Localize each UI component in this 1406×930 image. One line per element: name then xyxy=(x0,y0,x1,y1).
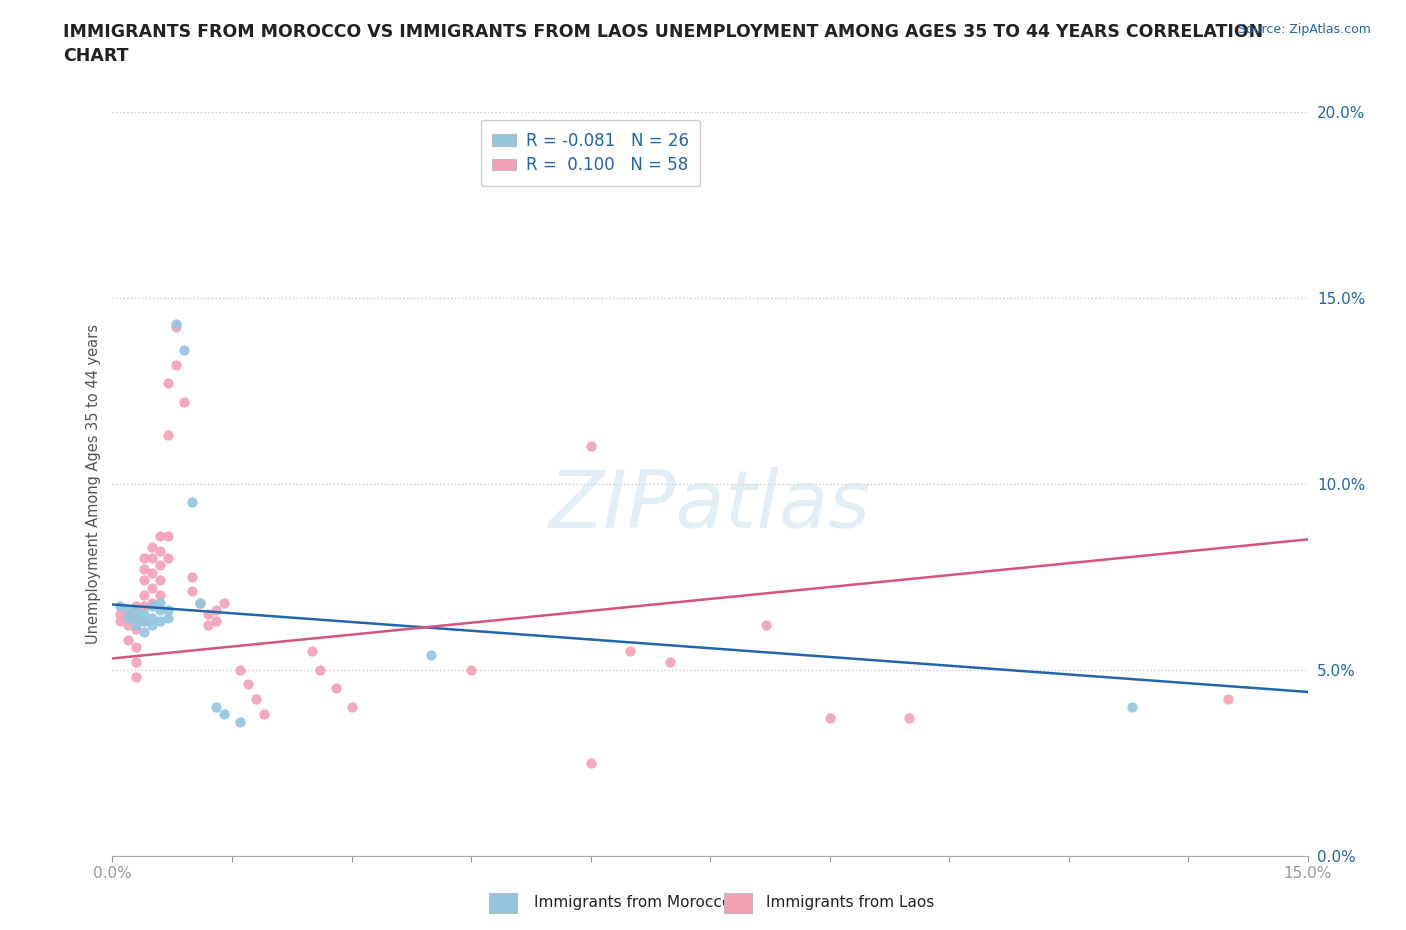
Point xyxy=(157,603,180,618)
Point xyxy=(134,606,156,621)
Point xyxy=(236,677,259,692)
Point xyxy=(141,539,163,554)
Point xyxy=(125,621,148,636)
Point xyxy=(579,755,602,770)
Point xyxy=(149,528,172,543)
Point xyxy=(125,610,148,625)
Point xyxy=(755,618,778,632)
Point xyxy=(619,644,641,658)
Point xyxy=(157,376,180,391)
Point xyxy=(308,662,330,677)
Point xyxy=(197,618,219,632)
Legend: R = -0.081   N = 26, R =  0.100   N = 58: R = -0.081 N = 26, R = 0.100 N = 58 xyxy=(481,120,700,186)
Point xyxy=(212,595,235,610)
Point xyxy=(340,699,363,714)
Point xyxy=(149,588,172,603)
Point xyxy=(125,670,148,684)
Point xyxy=(181,495,204,510)
Point xyxy=(110,606,132,621)
Point xyxy=(659,655,682,670)
Point xyxy=(125,655,148,670)
Point xyxy=(181,584,204,599)
Point xyxy=(125,640,148,655)
Point xyxy=(579,439,602,454)
Point xyxy=(301,644,323,658)
Point xyxy=(253,707,276,722)
Point xyxy=(141,599,163,614)
Point xyxy=(141,595,163,610)
Point xyxy=(205,614,228,629)
Point xyxy=(157,428,180,443)
Point xyxy=(157,610,180,625)
Point xyxy=(165,320,187,335)
Point xyxy=(205,699,228,714)
Point xyxy=(165,316,187,331)
Point xyxy=(1216,692,1239,707)
Point xyxy=(325,681,347,696)
Point xyxy=(117,610,139,625)
Point xyxy=(125,603,148,618)
Point xyxy=(420,647,443,662)
Point xyxy=(149,543,172,558)
Point xyxy=(1121,699,1143,714)
Text: IMMIGRANTS FROM MOROCCO VS IMMIGRANTS FROM LAOS UNEMPLOYMENT AMONG AGES 35 TO 44: IMMIGRANTS FROM MOROCCO VS IMMIGRANTS FR… xyxy=(63,23,1264,65)
Point xyxy=(134,551,156,565)
Point xyxy=(134,573,156,588)
Point xyxy=(141,580,163,595)
Point xyxy=(188,595,211,610)
Point xyxy=(134,599,156,614)
Point xyxy=(229,662,252,677)
Point xyxy=(149,558,172,573)
Point xyxy=(117,606,139,621)
Point xyxy=(212,707,235,722)
Point xyxy=(165,357,187,372)
Text: Immigrants from Laos: Immigrants from Laos xyxy=(766,895,935,910)
Point xyxy=(157,528,180,543)
Point xyxy=(125,618,148,632)
Point xyxy=(125,610,148,625)
Point xyxy=(149,573,172,588)
Point xyxy=(134,614,156,629)
Point xyxy=(157,551,180,565)
Point xyxy=(117,618,139,632)
Point xyxy=(117,632,139,647)
Text: ZIPatlas: ZIPatlas xyxy=(548,467,872,545)
Point xyxy=(134,588,156,603)
Point xyxy=(141,565,163,580)
Point xyxy=(149,595,172,610)
Point xyxy=(125,599,148,614)
Text: Immigrants from Morocco: Immigrants from Morocco xyxy=(534,895,731,910)
Point xyxy=(229,714,252,729)
Point xyxy=(134,614,156,629)
Point xyxy=(141,618,163,632)
Point xyxy=(245,692,267,707)
Point xyxy=(141,551,163,565)
Point xyxy=(110,614,132,629)
Point xyxy=(117,603,139,618)
Point xyxy=(499,156,522,171)
Point xyxy=(818,711,841,725)
Text: Source: ZipAtlas.com: Source: ZipAtlas.com xyxy=(1237,23,1371,36)
Y-axis label: Unemployment Among Ages 35 to 44 years: Unemployment Among Ages 35 to 44 years xyxy=(86,324,101,644)
Point xyxy=(173,342,195,357)
Point xyxy=(110,599,132,614)
Point xyxy=(173,394,195,409)
Point xyxy=(149,603,172,618)
Point xyxy=(460,662,482,677)
Point xyxy=(197,606,219,621)
Point xyxy=(134,625,156,640)
Point xyxy=(205,603,228,618)
Point xyxy=(188,595,211,610)
Point xyxy=(898,711,921,725)
Point xyxy=(181,569,204,584)
Point xyxy=(141,610,163,625)
Point xyxy=(149,614,172,629)
Point xyxy=(134,562,156,577)
